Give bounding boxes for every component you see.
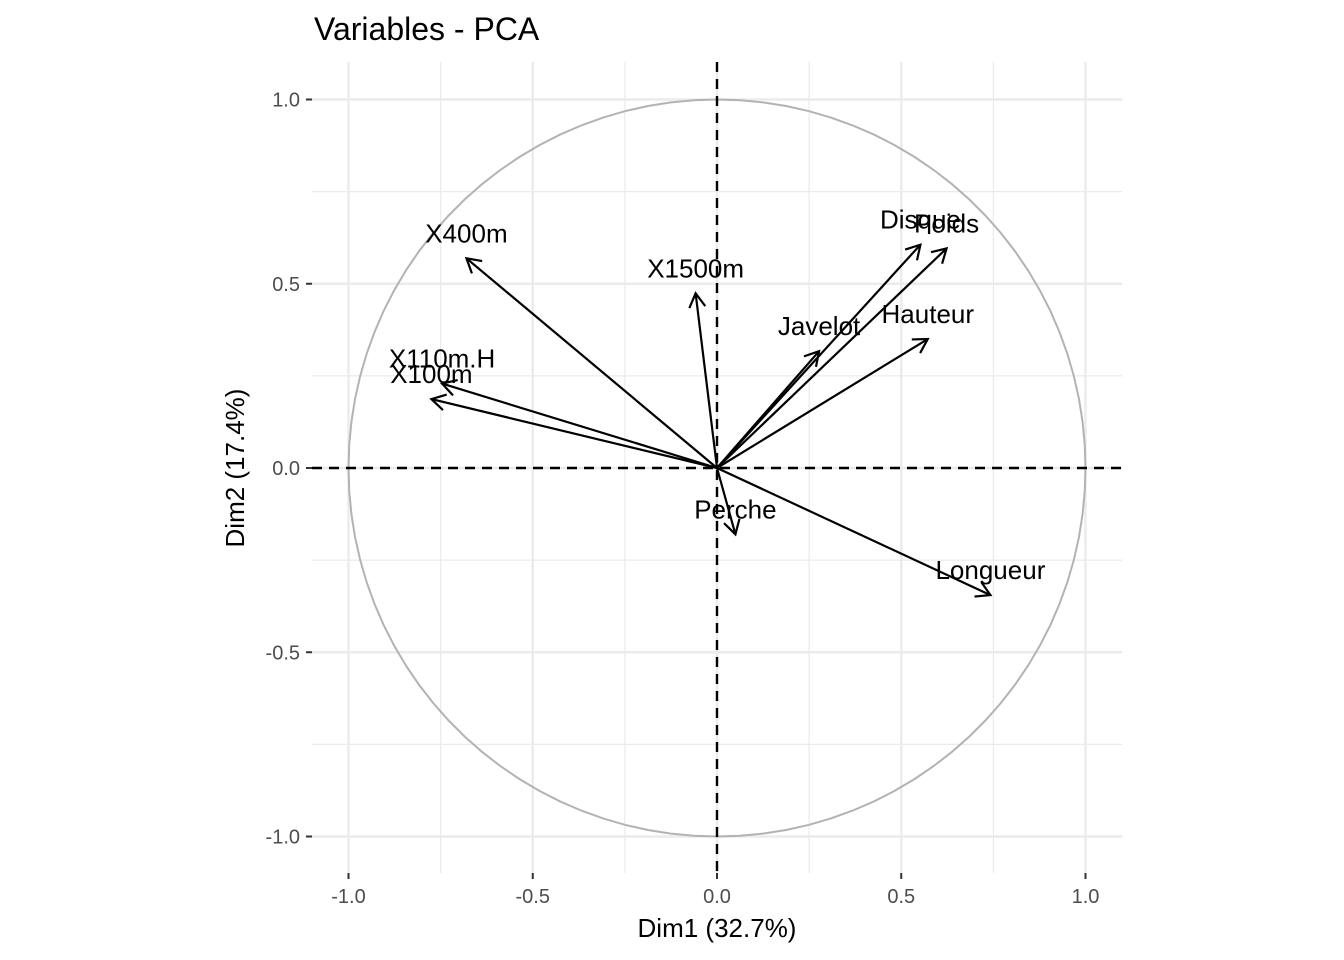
arrow-x400m	[465, 257, 718, 469]
arrowhead-disque	[904, 243, 922, 261]
arrow-x100m	[431, 398, 718, 470]
label-x100m: X100m	[390, 359, 472, 389]
arrowhead-x110m-h	[439, 378, 458, 397]
arrowhead-longueur	[974, 581, 993, 598]
y-tick-label: -0.5	[266, 642, 300, 664]
y-tick-label: 1.0	[272, 90, 300, 112]
x-tick-label: 0.5	[887, 886, 915, 908]
arrow-longueur	[716, 467, 991, 597]
label-poids: Poids	[914, 208, 979, 238]
label-javelot: Javelot	[778, 311, 861, 341]
arrowhead-hauteur	[911, 337, 930, 354]
x-axis-ticks: -1.0 -0.5 0.0 0.5 1.0	[331, 873, 1099, 908]
label-disque: Disque	[880, 205, 961, 235]
x-tick-label: 1.0	[1072, 886, 1100, 908]
arrow-x110m-h	[441, 382, 718, 470]
y-axis-ticks: -1.0 -0.5 0.0 0.5 1.0	[266, 90, 312, 849]
y-axis-label: Dim2 (17.4%)	[220, 389, 250, 548]
arrow-poids	[716, 247, 948, 469]
label-x400m: X400m	[425, 218, 507, 248]
y-tick-label: 0.0	[272, 458, 300, 480]
x-axis-label: Dim1 (32.7%)	[638, 913, 797, 943]
y-tick-label: 0.5	[272, 274, 300, 296]
x-tick-label: -0.5	[516, 886, 550, 908]
arrowhead-x100m	[429, 393, 448, 411]
arrowhead-perche	[723, 518, 741, 537]
chart-title: Variables - PCA	[314, 11, 540, 47]
variable-labels: X100m Longueur Poids Hauteur X400m X110m.H Dis…	[389, 205, 1046, 585]
label-hauteur: Hauteur	[882, 299, 975, 329]
arrow-x1500m	[694, 293, 719, 469]
label-longueur: Longueur	[935, 555, 1045, 585]
arrow-javelot	[716, 350, 820, 469]
arrowhead-x400m	[464, 256, 483, 274]
arrowhead-javelot	[803, 349, 821, 368]
arrowhead-poids	[930, 246, 949, 265]
y-tick-label: -1.0	[266, 827, 300, 849]
label-x1500m: X1500m	[647, 253, 744, 283]
x-tick-label: -1.0	[331, 886, 365, 908]
label-perche: Perche	[694, 494, 776, 524]
arrowhead-x1500m	[688, 291, 707, 309]
arrow-hauteur	[716, 338, 929, 469]
arrow-perche	[715, 467, 737, 535]
variable-arrows	[429, 243, 993, 598]
label-x110m-h: X110m.H	[389, 344, 495, 374]
x-tick-label: 0.0	[703, 886, 731, 908]
